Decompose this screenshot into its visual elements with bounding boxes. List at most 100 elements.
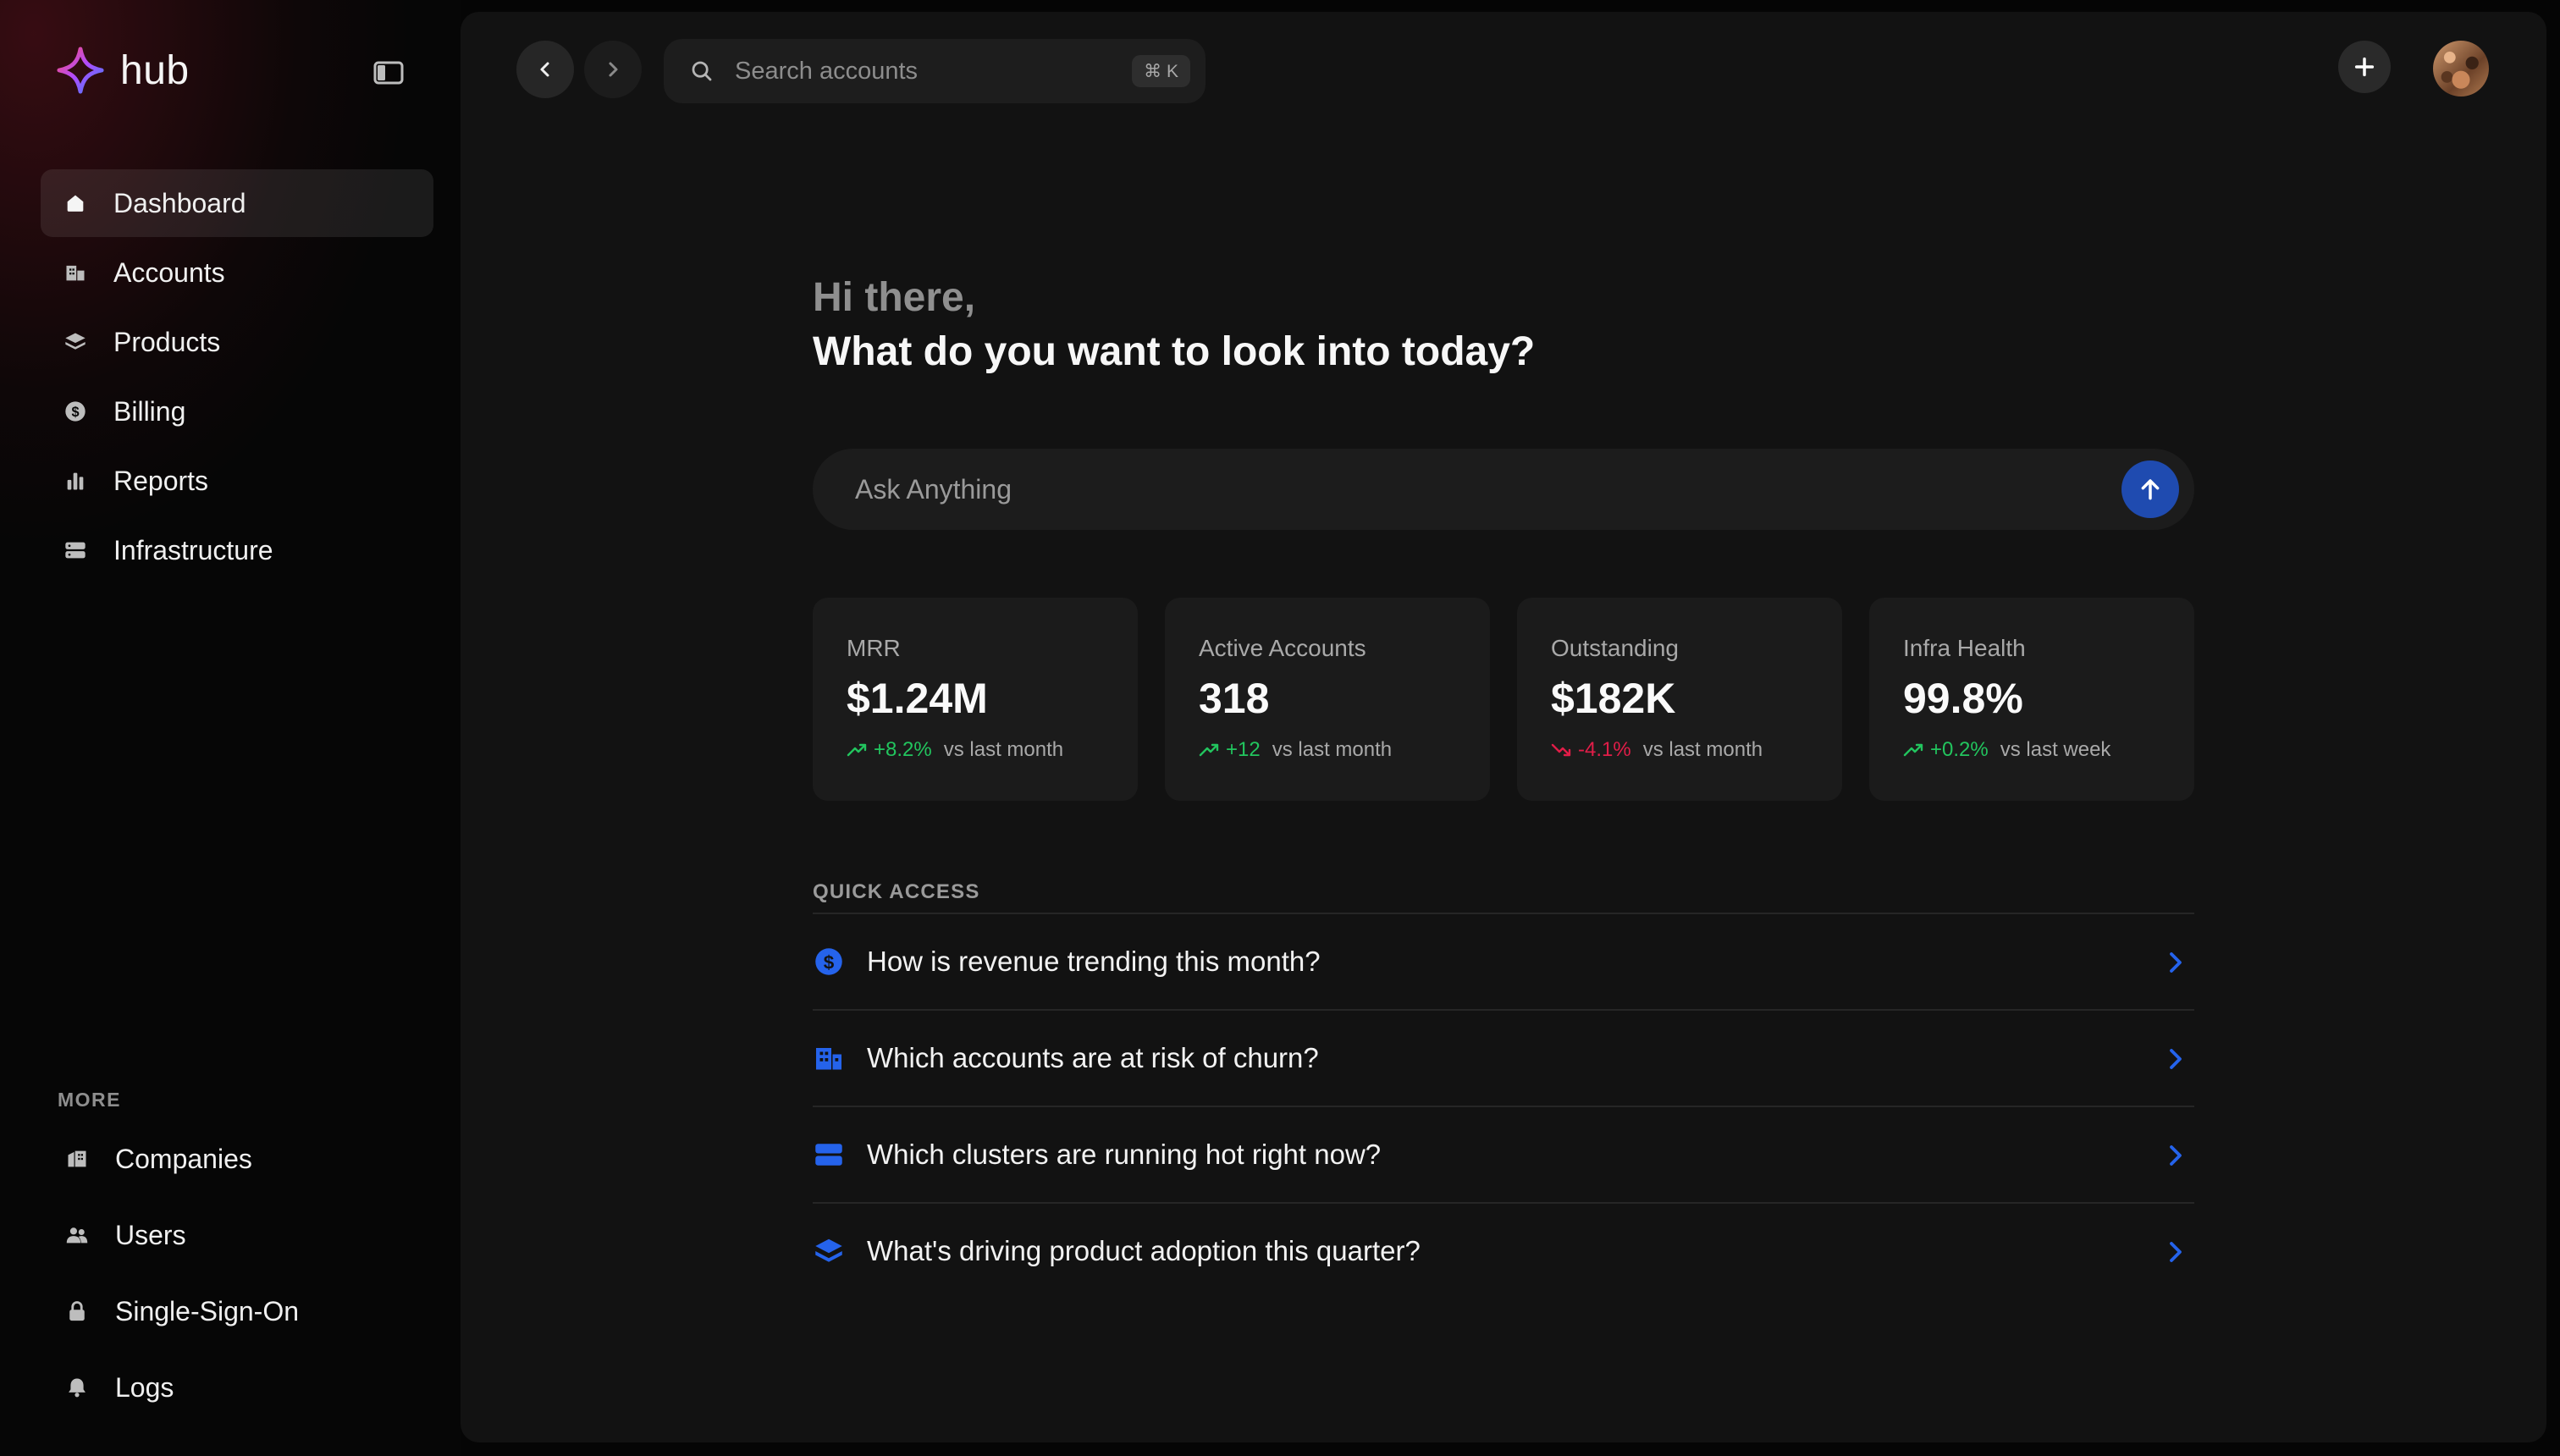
metric-delta: -4.1% vs last month xyxy=(1551,738,1808,762)
metric-label: Outstanding xyxy=(1551,635,1679,661)
sidebar-item-products[interactable]: Products xyxy=(41,308,433,376)
layers-icon xyxy=(63,329,88,355)
metric-comparison: vs last week xyxy=(2000,738,2111,761)
server-icon xyxy=(813,1139,845,1171)
chevron-left-icon xyxy=(540,62,549,77)
metric-delta-value: +12 xyxy=(1226,738,1261,761)
sidebar-item-single-sign-on[interactable]: Single-Sign-On xyxy=(41,1273,433,1349)
plus-icon xyxy=(2354,57,2375,77)
metric-delta-value: +0.2% xyxy=(1930,738,1989,761)
main-panel: ⌘ K Hi there, What do you want to look i… xyxy=(461,12,2546,1442)
sidebar-item-accounts[interactable]: Accounts xyxy=(41,239,433,306)
arrow-up-icon xyxy=(2141,479,2160,500)
sidebar-item-label: Single-Sign-On xyxy=(115,1295,299,1326)
user-avatar[interactable] xyxy=(2433,41,2489,97)
search-input[interactable] xyxy=(733,56,1106,86)
send-button[interactable] xyxy=(2121,461,2179,518)
svg-text:$: $ xyxy=(824,951,835,973)
greeting: Hi there, xyxy=(813,275,976,320)
chevron-right-icon xyxy=(609,62,618,77)
sidebar-item-label: Logs xyxy=(115,1371,174,1403)
sidebar-item-reports[interactable]: Reports xyxy=(41,447,433,515)
metric-card-infra-health[interactable]: Infra Health 99.8% +0.2% vs last week xyxy=(1869,598,2194,801)
metric-cards: MRR $1.24M +8.2% vs last month Active Ac… xyxy=(813,598,2194,801)
dollar-coin-icon: $ xyxy=(813,946,845,978)
sidebar-item-users[interactable]: Users xyxy=(41,1197,433,1273)
metric-value: $1.24M xyxy=(847,675,988,722)
metric-label: Infra Health xyxy=(1903,635,2026,661)
sidebar-toggle-icon xyxy=(373,61,404,85)
layers-icon xyxy=(813,1235,845,1267)
svg-text:$: $ xyxy=(71,405,79,420)
lock-icon xyxy=(64,1299,90,1324)
quick-access-text: Which accounts are at risk of churn? xyxy=(867,1042,1319,1073)
chevron-right-icon xyxy=(2170,1049,2182,1069)
metric-delta-value: +8.2% xyxy=(874,738,932,761)
search-box: ⌘ K xyxy=(664,39,1206,103)
sidebar-item-companies[interactable]: Companies xyxy=(41,1121,433,1197)
metric-card-active-accounts[interactable]: Active Accounts 318 +12 vs last month xyxy=(1165,598,1490,801)
main-nav: Dashboard Accounts Products $ Billing Re… xyxy=(41,169,433,586)
sidebar-item-billing[interactable]: $ Billing xyxy=(41,378,433,445)
sidebar-item-label: Accounts xyxy=(113,256,225,288)
add-button[interactable] xyxy=(2338,41,2391,93)
sidebar-item-infrastructure[interactable]: Infrastructure xyxy=(41,516,433,584)
metric-comparison: vs last month xyxy=(1272,738,1393,761)
quick-access-text: What's driving product adoption this qua… xyxy=(867,1235,1421,1266)
metric-value: 99.8% xyxy=(1903,675,2023,722)
metric-delta: +0.2% vs last week xyxy=(1903,738,2160,762)
sidebar: hub Dashboard Accounts Products xyxy=(0,0,461,1456)
more-section-label: MORE xyxy=(58,1089,121,1111)
search-shortcut-badge: ⌘ K xyxy=(1132,55,1190,87)
bell-icon xyxy=(64,1375,90,1400)
metric-card-outstanding[interactable]: Outstanding $182K -4.1% vs last month xyxy=(1517,598,1842,801)
page-title: What do you want to look into today? xyxy=(813,329,1536,374)
sidebar-item-label: Reports xyxy=(113,465,209,496)
metric-card-mrr[interactable]: MRR $1.24M +8.2% vs last month xyxy=(813,598,1138,801)
metric-delta: +12 vs last month xyxy=(1199,738,1456,762)
metric-value: 318 xyxy=(1199,675,1270,722)
users-icon xyxy=(64,1222,90,1248)
logo[interactable]: hub xyxy=(56,46,190,95)
trend-up-icon xyxy=(847,743,867,757)
office-icon xyxy=(64,1146,90,1172)
quick-access-list: $ How is revenue trending this month? Wh… xyxy=(813,913,2194,1299)
building-icon xyxy=(813,1042,845,1074)
quick-access-text: Which clusters are running hot right now… xyxy=(867,1139,1382,1170)
back-button[interactable] xyxy=(516,41,574,98)
sidebar-item-label: Dashboard xyxy=(113,187,246,218)
metric-value: $182K xyxy=(1551,675,1676,722)
search-icon xyxy=(692,61,712,81)
quick-access-item-adoption[interactable]: What's driving product adoption this qua… xyxy=(813,1202,2194,1299)
forward-button[interactable] xyxy=(584,41,642,98)
more-nav: Companies Users Single-Sign-On Logs xyxy=(41,1121,433,1426)
bar-chart-icon xyxy=(63,468,88,494)
ask-input[interactable] xyxy=(853,472,2039,506)
hub-logo-icon xyxy=(57,47,104,94)
sidebar-item-label: Products xyxy=(113,326,221,357)
metric-label: Active Accounts xyxy=(1199,635,1366,661)
trend-up-icon xyxy=(1199,743,1219,757)
sidebar-item-label: Users xyxy=(115,1219,186,1250)
quick-access-item-churn[interactable]: Which accounts are at risk of churn? xyxy=(813,1009,2194,1106)
quick-access-item-revenue[interactable]: $ How is revenue trending this month? xyxy=(813,913,2194,1009)
metric-delta-value: -4.1% xyxy=(1578,738,1631,761)
sidebar-item-dashboard[interactable]: Dashboard xyxy=(41,169,433,237)
app-name: hub xyxy=(120,47,190,93)
quick-access-item-clusters[interactable]: Which clusters are running hot right now… xyxy=(813,1106,2194,1202)
sidebar-toggle-button[interactable] xyxy=(371,59,406,86)
metric-label: MRR xyxy=(847,635,901,661)
trend-up-icon xyxy=(1903,743,1923,757)
metric-delta: +8.2% vs last month xyxy=(847,738,1104,762)
home-icon xyxy=(63,190,88,216)
sidebar-item-label: Billing xyxy=(113,395,186,427)
chevron-right-icon xyxy=(2170,952,2182,973)
chevron-right-icon xyxy=(2170,1242,2182,1262)
sidebar-item-logs[interactable]: Logs xyxy=(41,1349,433,1426)
ask-box xyxy=(813,449,2194,530)
building-icon xyxy=(63,260,88,285)
chevron-right-icon xyxy=(2170,1145,2182,1166)
quick-access-text: How is revenue trending this month? xyxy=(867,946,1321,977)
server-icon xyxy=(63,538,88,563)
sidebar-item-label: Companies xyxy=(115,1143,252,1174)
